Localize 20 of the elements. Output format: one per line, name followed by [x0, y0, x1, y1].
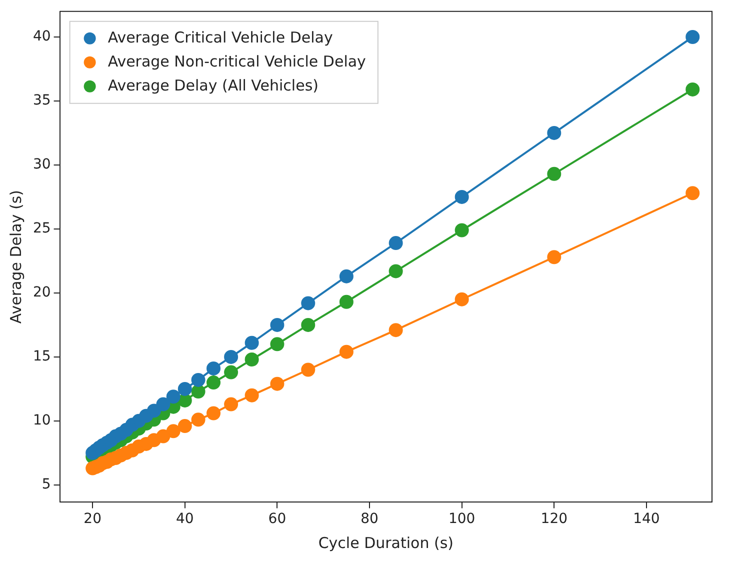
x-tick-label: 80: [360, 511, 378, 528]
x-tick-label: 40: [176, 511, 194, 528]
y-tick-label: 10: [32, 412, 51, 429]
x-tick-label: 20: [84, 511, 102, 528]
x-axis-title: Cycle Duration (s): [318, 534, 454, 552]
x-tick-label: 100: [448, 511, 476, 528]
legend-label: Average Delay (All Vehicles): [108, 76, 318, 94]
legend-label: Average Critical Vehicle Delay: [108, 28, 333, 46]
y-tick-label: 15: [32, 348, 51, 365]
x-tick-label: 60: [268, 511, 286, 528]
y-axis-title: Average Delay (s): [6, 190, 25, 324]
y-tick-label: 5: [42, 476, 51, 493]
x-tick-label: 140: [633, 511, 660, 528]
x-tick-label: 120: [540, 511, 568, 528]
y-tick-label: 40: [32, 28, 51, 45]
y-tick-label: 20: [32, 284, 51, 301]
y-tick-label: 35: [32, 92, 51, 109]
y-tick-label: 25: [32, 220, 51, 237]
legend-label: Average Non-critical Vehicle Delay: [108, 52, 366, 70]
y-tick-label: 30: [32, 156, 51, 173]
